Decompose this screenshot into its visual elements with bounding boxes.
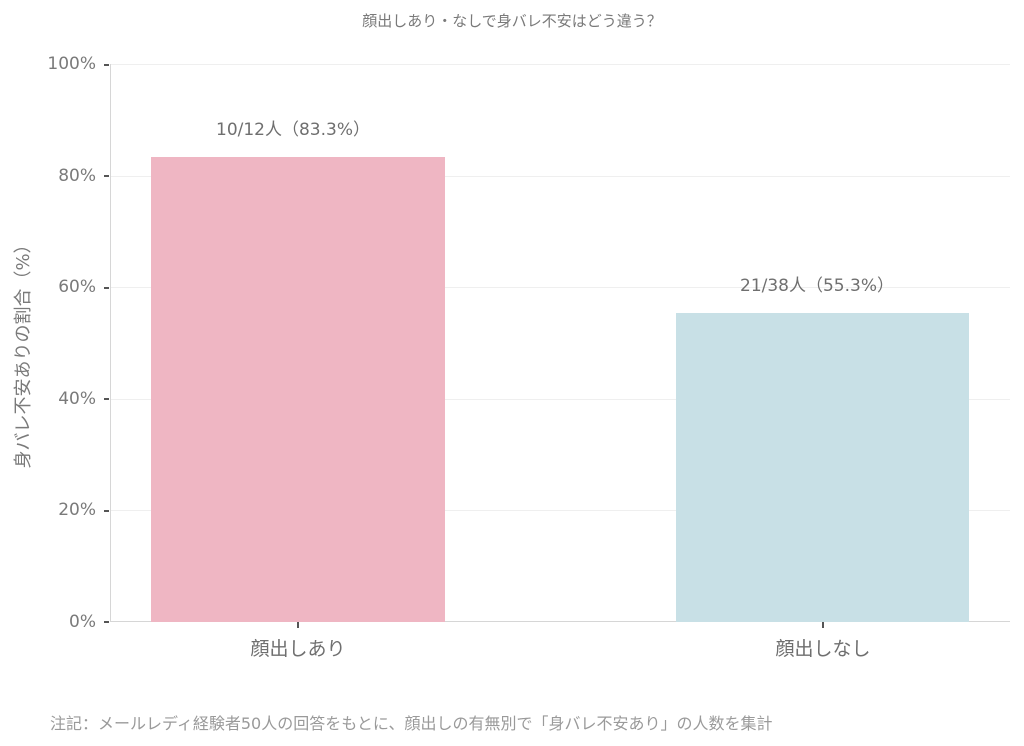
gridline-20 [110,510,1010,512]
chart-title: 顔出しあり・なしで身バレ不安はどう違う？ [362,12,662,30]
x-tick [822,622,824,628]
bar-face-shown [151,157,445,622]
gridline-40 [110,398,1010,400]
y-tick [104,175,109,177]
y-tick-label-100: 100% [47,54,96,74]
gridline-60 [110,287,1010,289]
y-tick [104,64,109,66]
y-tick-label-80: 80% [58,165,96,186]
x-tick [297,622,299,628]
gridline-80 [110,175,1010,177]
bar-label-face-shown: 10/12人（83.3%） [216,120,370,140]
bar-label-face-hidden: 21/38人（55.3%） [740,276,894,296]
y-axis-label: 身バレ不安ありの割合（%） [13,235,34,469]
y-tick [104,287,109,289]
plot-area: 100% 80% 60% 40% 20% 0% 10/12人（83.3%） 21… [47,54,1010,660]
x-tick-label-face-hidden: 顔出しなし [775,638,871,660]
x-tick-label-face-shown: 顔出しあり [250,638,346,660]
y-tick-label-60: 60% [58,277,96,298]
y-tick-label-20: 20% [58,500,96,521]
y-tick [104,621,109,623]
y-tick [104,398,109,400]
x-axis-line [110,621,1010,622]
y-axis-line [110,64,111,622]
footnote: 注記：メールレディ経験者50人の回答をもとに、顔出しの有無別で「身バレ不安あり」… [50,714,773,733]
y-tick-label-40: 40% [58,388,96,409]
bar-face-hidden [676,313,969,622]
gridline-100 [110,64,1010,65]
y-tick-label-0: 0% [69,612,96,632]
y-tick [104,510,109,512]
